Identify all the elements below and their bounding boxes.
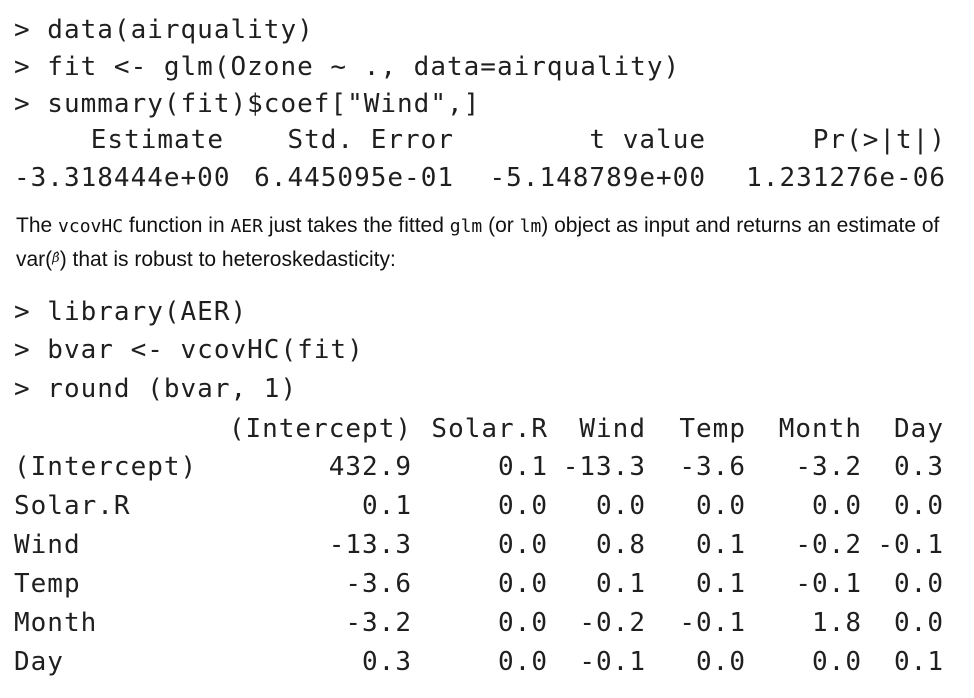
matrix-cell: -0.1 xyxy=(795,569,862,599)
coef-header-estimate: Estimate xyxy=(90,125,224,155)
matrix-cell: 1.8 xyxy=(812,608,862,638)
matrix-cell: 0.0 xyxy=(894,491,944,521)
coef-header-tvalue: t value xyxy=(589,125,706,155)
matrix-cell: 0.1 xyxy=(696,530,746,560)
matrix-row-label: (Intercept) xyxy=(14,452,198,482)
matrix-cell: 0.1 xyxy=(498,452,548,482)
matrix-cell: 0.0 xyxy=(498,647,548,677)
matrix-cell: 0.0 xyxy=(696,491,746,521)
console-line-summary: > summary(fit)$coef["Wind",] xyxy=(14,89,481,119)
matrix-cell: -3.6 xyxy=(345,569,412,599)
matrix-cell: 0.1 xyxy=(596,569,646,599)
matrix-cell: -0.2 xyxy=(795,530,862,560)
matrix-cell: 432.9 xyxy=(328,452,412,482)
matrix-col-header: Solar.R xyxy=(431,414,548,444)
matrix-cell: 0.8 xyxy=(596,530,646,560)
matrix-cell: 0.0 xyxy=(498,569,548,599)
console-line-round: > round (bvar, 1) xyxy=(14,374,298,404)
console-line-bvar: > bvar <- vcovHC(fit) xyxy=(14,335,364,365)
matrix-cell: 0.0 xyxy=(812,491,862,521)
matrix-row-label: Temp xyxy=(14,569,81,599)
matrix-cell: 0.0 xyxy=(498,491,548,521)
prose-text: ) object as input and returns an estimat… xyxy=(16,214,940,271)
matrix-cell: -0.1 xyxy=(579,647,646,677)
prose-text: just takes the fitted xyxy=(262,214,450,237)
matrix-cell: -3.6 xyxy=(679,452,746,482)
matrix-row-label: Month xyxy=(14,608,98,638)
matrix-cell: -13.3 xyxy=(328,530,412,560)
matrix-col-header: Month xyxy=(778,414,862,444)
matrix-col-header: Temp xyxy=(679,414,746,444)
matrix-cell: 0.0 xyxy=(894,569,944,599)
prose-text: function in xyxy=(123,214,231,237)
matrix-col-header: Wind xyxy=(579,414,646,444)
matrix-cell: -3.2 xyxy=(795,452,862,482)
console-line-fit: > fit <- glm(Ozone ~ ., data=airquality) xyxy=(14,52,681,82)
matrix-cell: -0.2 xyxy=(579,608,646,638)
matrix-col-header: (Intercept) xyxy=(228,414,412,444)
prose-text: ) that is robust to heteroskedasticity: xyxy=(59,248,396,271)
coef-value-stderr: 6.445095e-01 xyxy=(254,163,454,193)
beta-hat-symbol: β̂ xyxy=(52,251,60,266)
matrix-col-header: Day xyxy=(894,414,944,444)
inline-code-vcovhc: vcovHC xyxy=(58,216,124,237)
coef-value-pvalue: 1.231276e-06 xyxy=(746,163,946,193)
coef-value-estimate: -3.318444e+00 xyxy=(14,163,231,193)
matrix-cell: 0.1 xyxy=(894,647,944,677)
inline-code-aer: AER xyxy=(230,216,263,237)
explanation-paragraph: The vcovHC function in AER just takes th… xyxy=(16,210,956,276)
matrix-row-label: Day xyxy=(14,647,64,677)
matrix-cell: 0.0 xyxy=(498,530,548,560)
matrix-cell: 0.0 xyxy=(498,608,548,638)
matrix-row-label: Wind xyxy=(14,530,81,560)
coef-header-stderr: Std. Error xyxy=(287,125,454,155)
console-line-library: > library(AER) xyxy=(14,297,248,327)
console-line-data: > data(airquality) xyxy=(14,15,314,45)
coef-value-tvalue: -5.148789e+00 xyxy=(489,163,706,193)
matrix-cell: -0.1 xyxy=(877,530,944,560)
matrix-row-label: Solar.R xyxy=(14,491,131,521)
matrix-cell: -3.2 xyxy=(345,608,412,638)
matrix-cell: 0.3 xyxy=(894,452,944,482)
inline-code-glm: glm xyxy=(449,216,483,237)
matrix-cell: 0.0 xyxy=(696,647,746,677)
matrix-cell: -13.3 xyxy=(562,452,646,482)
coef-header-pvalue: Pr(>|t|) xyxy=(812,125,946,155)
matrix-cell: 0.0 xyxy=(894,608,944,638)
inline-code-lm: lm xyxy=(519,216,542,237)
matrix-cell: 0.1 xyxy=(696,569,746,599)
matrix-cell: 0.3 xyxy=(362,647,412,677)
matrix-cell: 0.0 xyxy=(596,491,646,521)
matrix-cell: 0.1 xyxy=(362,491,412,521)
matrix-cell: 0.0 xyxy=(812,647,862,677)
matrix-cell: -0.1 xyxy=(679,608,746,638)
prose-text: The xyxy=(16,214,59,237)
prose-text: (or xyxy=(482,214,520,237)
